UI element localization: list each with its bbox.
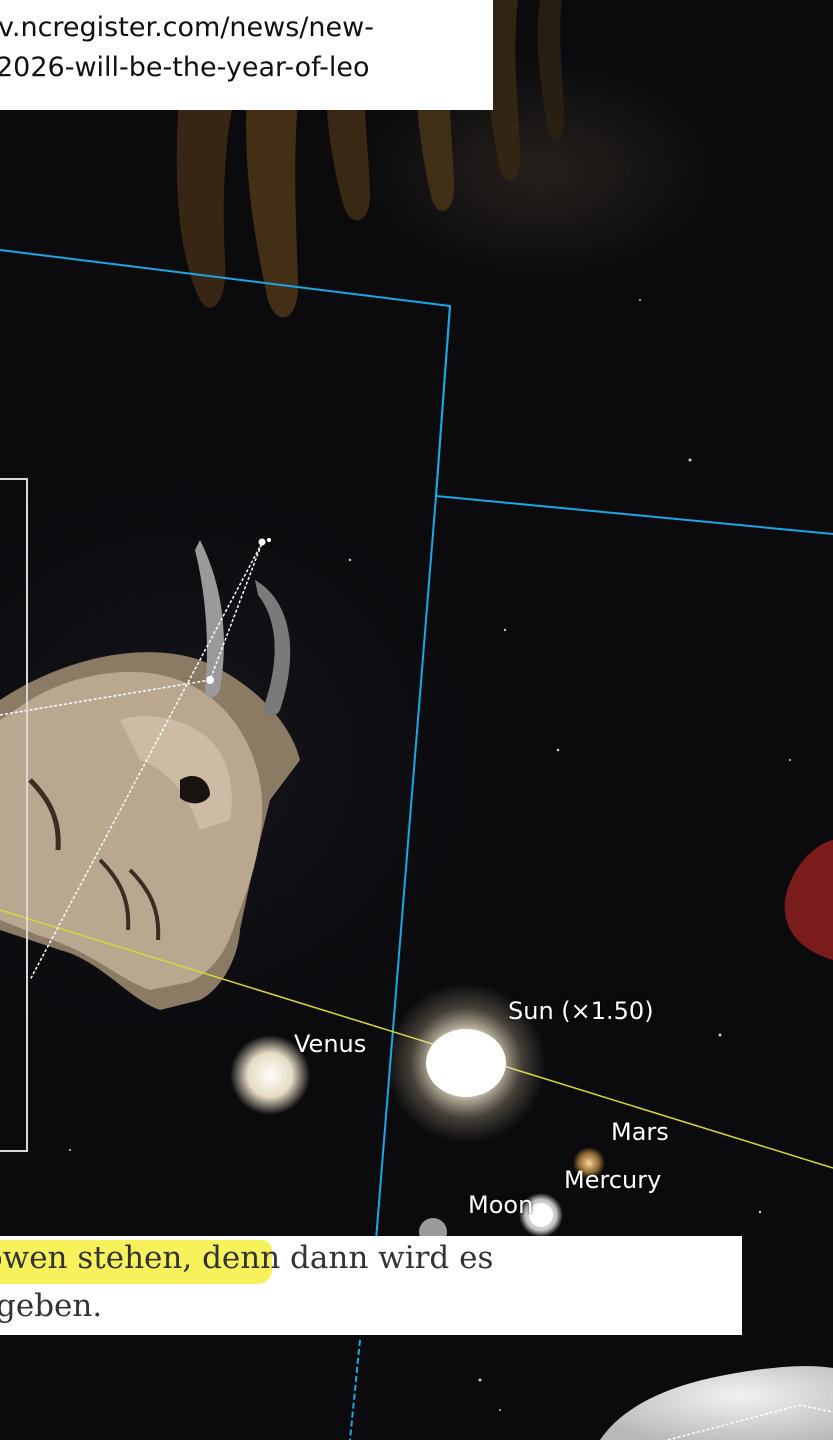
moon-label: Moon — [468, 1191, 534, 1219]
star-algedi-2 — [267, 538, 271, 542]
url-line-1[interactable]: v.ncregister.com/news/new- — [0, 12, 374, 43]
background-stars — [69, 299, 791, 1411]
quote-highlighted-text: öwen stehen, — [0, 1240, 193, 1276]
moon-disc — [529, 1203, 553, 1227]
mars-label: Mars — [611, 1118, 669, 1146]
constellation-art-bottom-right — [600, 1366, 833, 1440]
constellation-boundaries — [0, 249, 833, 1440]
star-dabih — [206, 676, 214, 684]
url-caption: v.ncregister.com/news/new- 2026-will-be-… — [0, 0, 493, 110]
star-algedi — [258, 538, 266, 546]
constellation-art-right — [784, 840, 833, 960]
goat-head-art — [0, 540, 300, 1010]
venus-label: Venus — [294, 1030, 367, 1058]
url-line-2[interactable]: 2026-will-be-the-year-of-leo — [0, 52, 370, 83]
sun-icon — [426, 1029, 506, 1097]
article-quote-snippet: öwen stehen, denn dann wird es geben. — [0, 1236, 742, 1335]
inset-panel-frame — [0, 478, 28, 1152]
quote-line-2: geben. — [0, 1288, 103, 1324]
text-highlight — [0, 1240, 272, 1284]
mercury-icon — [573, 1147, 605, 1179]
quote-rest-text: denn dann wird es — [192, 1240, 494, 1276]
venus-icon — [230, 1035, 310, 1115]
mercury-label: Mercury — [564, 1166, 662, 1194]
quote-line-1: öwen stehen, denn dann wird es — [0, 1240, 493, 1276]
sun-label: Sun (×1.50) — [508, 997, 654, 1025]
